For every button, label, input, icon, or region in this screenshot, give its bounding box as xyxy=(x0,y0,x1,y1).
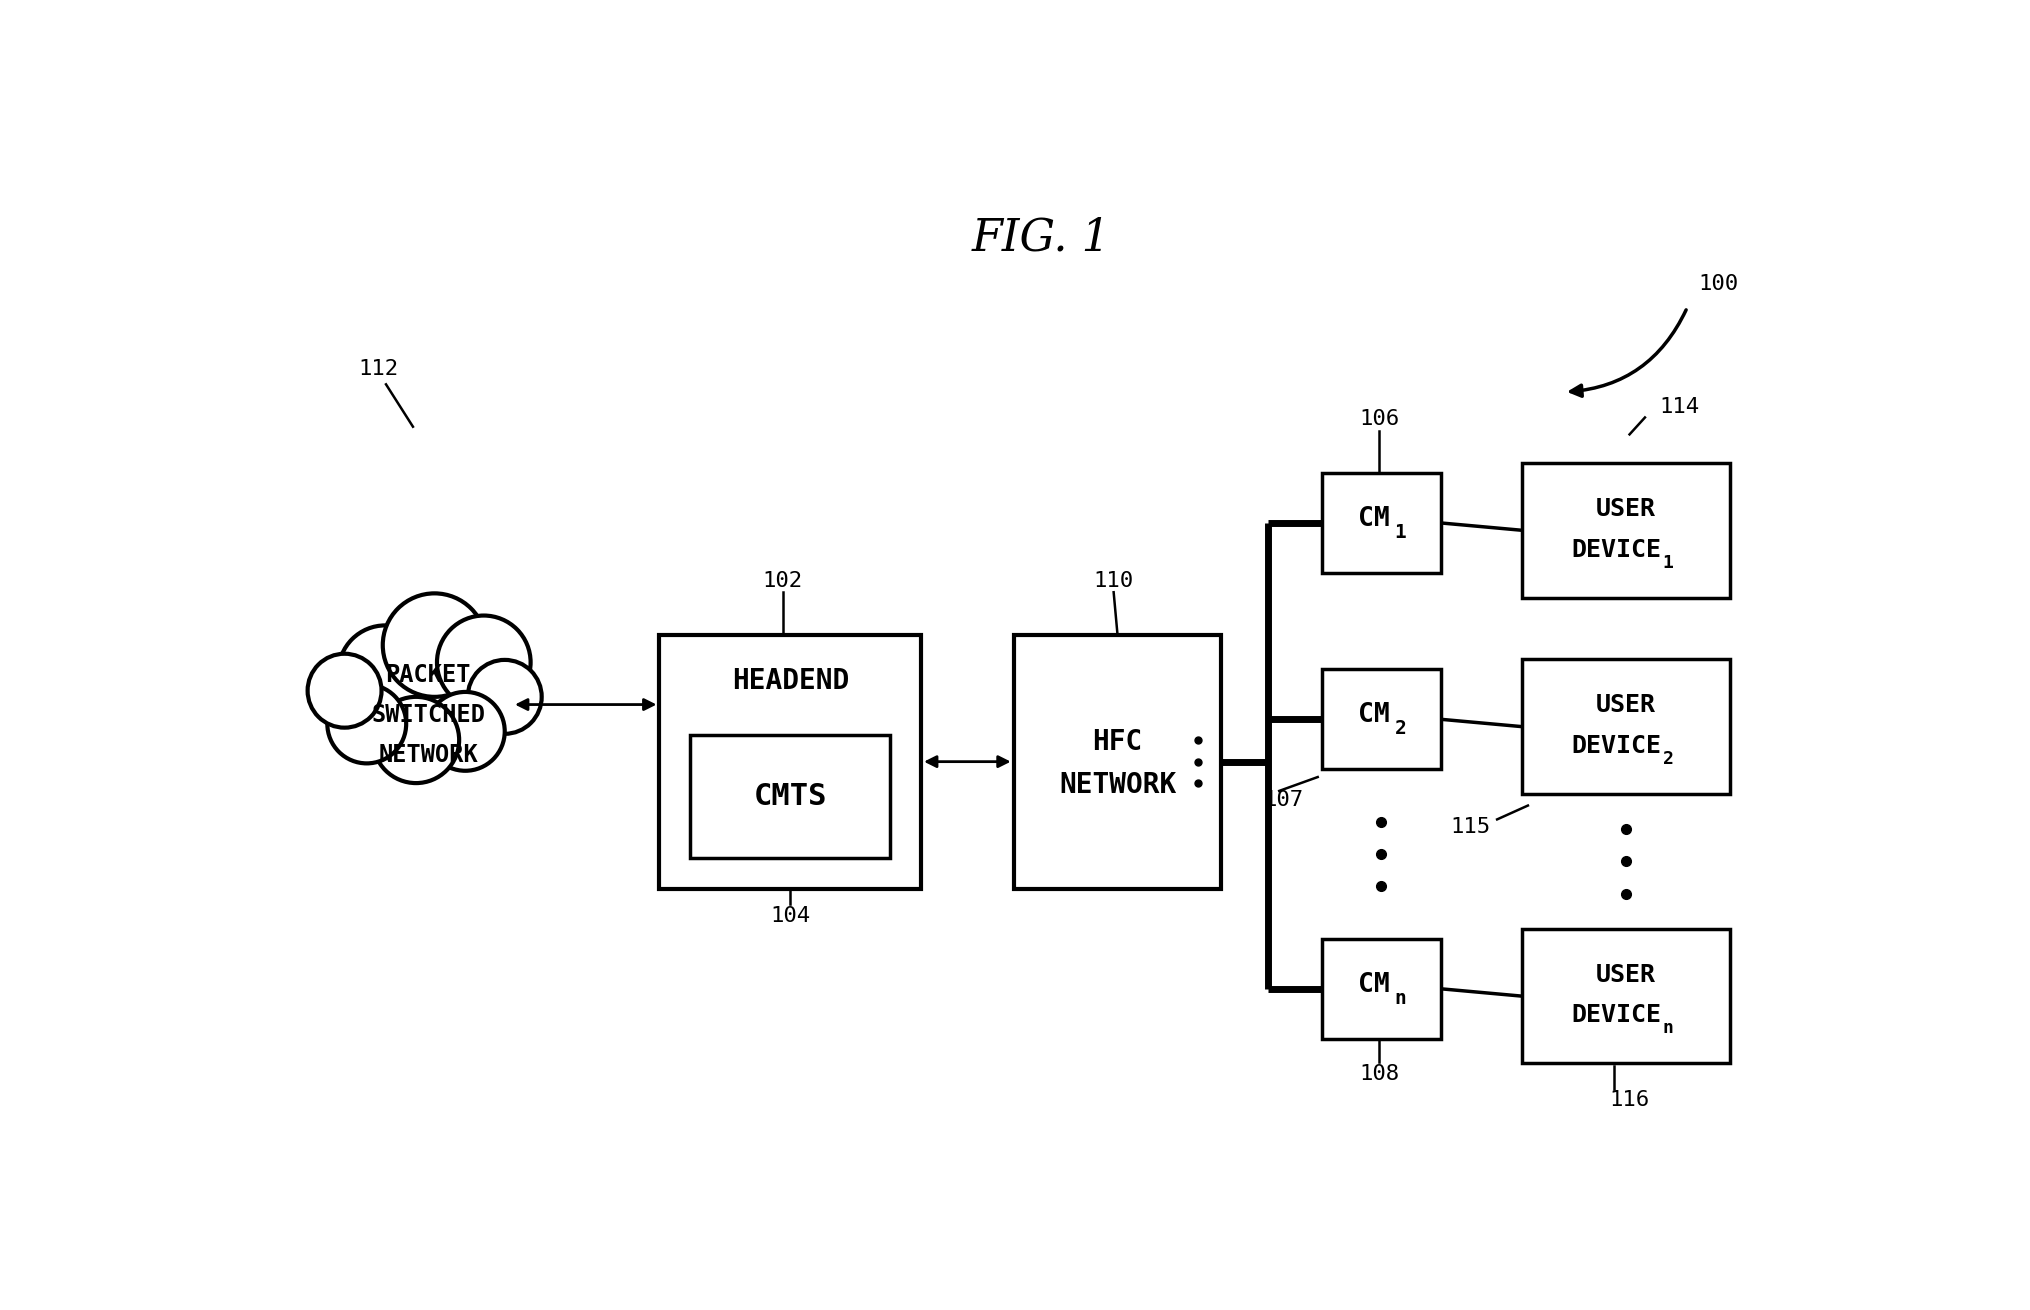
Text: 1: 1 xyxy=(1663,554,1673,571)
Text: CM: CM xyxy=(1356,702,1389,728)
Text: n: n xyxy=(1663,1019,1673,1038)
Text: 2: 2 xyxy=(1663,749,1673,768)
Circle shape xyxy=(467,660,542,734)
FancyBboxPatch shape xyxy=(1520,659,1730,794)
Circle shape xyxy=(436,616,530,709)
Text: 2: 2 xyxy=(1395,719,1405,738)
Text: CM: CM xyxy=(1356,972,1389,998)
Circle shape xyxy=(374,697,459,783)
FancyBboxPatch shape xyxy=(690,735,889,858)
Text: CM: CM xyxy=(1356,506,1389,532)
Text: 104: 104 xyxy=(769,905,810,926)
Text: 106: 106 xyxy=(1358,409,1399,428)
Text: n: n xyxy=(1395,989,1405,1007)
Text: 112: 112 xyxy=(357,359,398,379)
Circle shape xyxy=(307,654,382,727)
Circle shape xyxy=(327,685,406,764)
Text: CMTS: CMTS xyxy=(753,782,826,811)
Circle shape xyxy=(382,593,485,697)
FancyBboxPatch shape xyxy=(660,634,922,888)
FancyBboxPatch shape xyxy=(1520,462,1730,597)
Text: 102: 102 xyxy=(761,571,802,591)
Circle shape xyxy=(426,692,505,770)
Text: NETWORK: NETWORK xyxy=(1058,770,1175,799)
Text: 116: 116 xyxy=(1608,1090,1648,1111)
Text: DEVICE: DEVICE xyxy=(1571,1003,1661,1027)
Text: 115: 115 xyxy=(1449,817,1490,837)
Text: DEVICE: DEVICE xyxy=(1571,734,1661,758)
FancyBboxPatch shape xyxy=(1520,929,1730,1064)
Text: USER: USER xyxy=(1596,496,1654,520)
Text: SWITCHED: SWITCHED xyxy=(371,703,485,727)
Text: PACKET: PACKET xyxy=(386,663,471,688)
Text: 100: 100 xyxy=(1697,274,1738,295)
Circle shape xyxy=(339,625,432,719)
FancyBboxPatch shape xyxy=(1322,669,1439,769)
Text: DEVICE: DEVICE xyxy=(1571,537,1661,562)
Text: FIG. 1: FIG. 1 xyxy=(970,216,1110,259)
Text: 108: 108 xyxy=(1358,1064,1399,1083)
Text: 110: 110 xyxy=(1092,571,1133,591)
Text: HEADEND: HEADEND xyxy=(731,667,849,694)
FancyBboxPatch shape xyxy=(1322,939,1439,1039)
FancyBboxPatch shape xyxy=(1322,473,1439,572)
Text: 107: 107 xyxy=(1263,790,1303,810)
Text: HFC: HFC xyxy=(1092,728,1143,756)
FancyBboxPatch shape xyxy=(1013,634,1220,888)
Text: 1: 1 xyxy=(1395,523,1405,542)
Text: 114: 114 xyxy=(1659,397,1699,418)
Text: USER: USER xyxy=(1596,693,1654,717)
Text: NETWORK: NETWORK xyxy=(378,743,477,768)
Text: USER: USER xyxy=(1596,963,1654,986)
